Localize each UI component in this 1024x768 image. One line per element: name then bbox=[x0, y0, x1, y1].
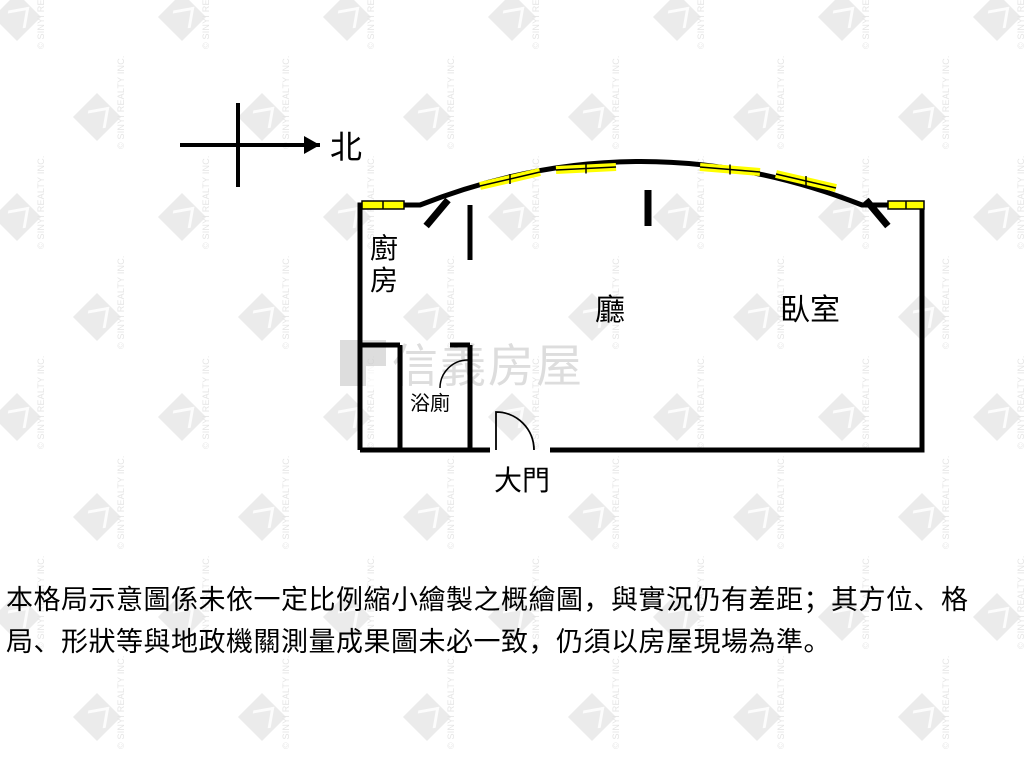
disclaimer-text: 本格局示意圖係未依一定比例縮小繪製之概繪圖，與實況仍有差距；其方位、格局、形狀等… bbox=[0, 580, 1024, 664]
main-door-swing bbox=[496, 412, 534, 450]
window bbox=[700, 165, 760, 175]
compass-arrow bbox=[304, 136, 320, 154]
label-door: 大門 bbox=[494, 465, 550, 496]
label-bed: 臥室 bbox=[780, 294, 840, 327]
label-bath: 浴廁 bbox=[410, 392, 450, 415]
bath-door-swing bbox=[440, 360, 468, 388]
window bbox=[362, 201, 404, 209]
label-kitchen: 廚 bbox=[370, 233, 398, 264]
compass-label: 北 bbox=[330, 129, 362, 165]
label-kitchen: 房 bbox=[370, 265, 398, 296]
label-living: 廳 bbox=[595, 294, 625, 327]
window bbox=[480, 172, 540, 186]
window bbox=[888, 201, 924, 209]
